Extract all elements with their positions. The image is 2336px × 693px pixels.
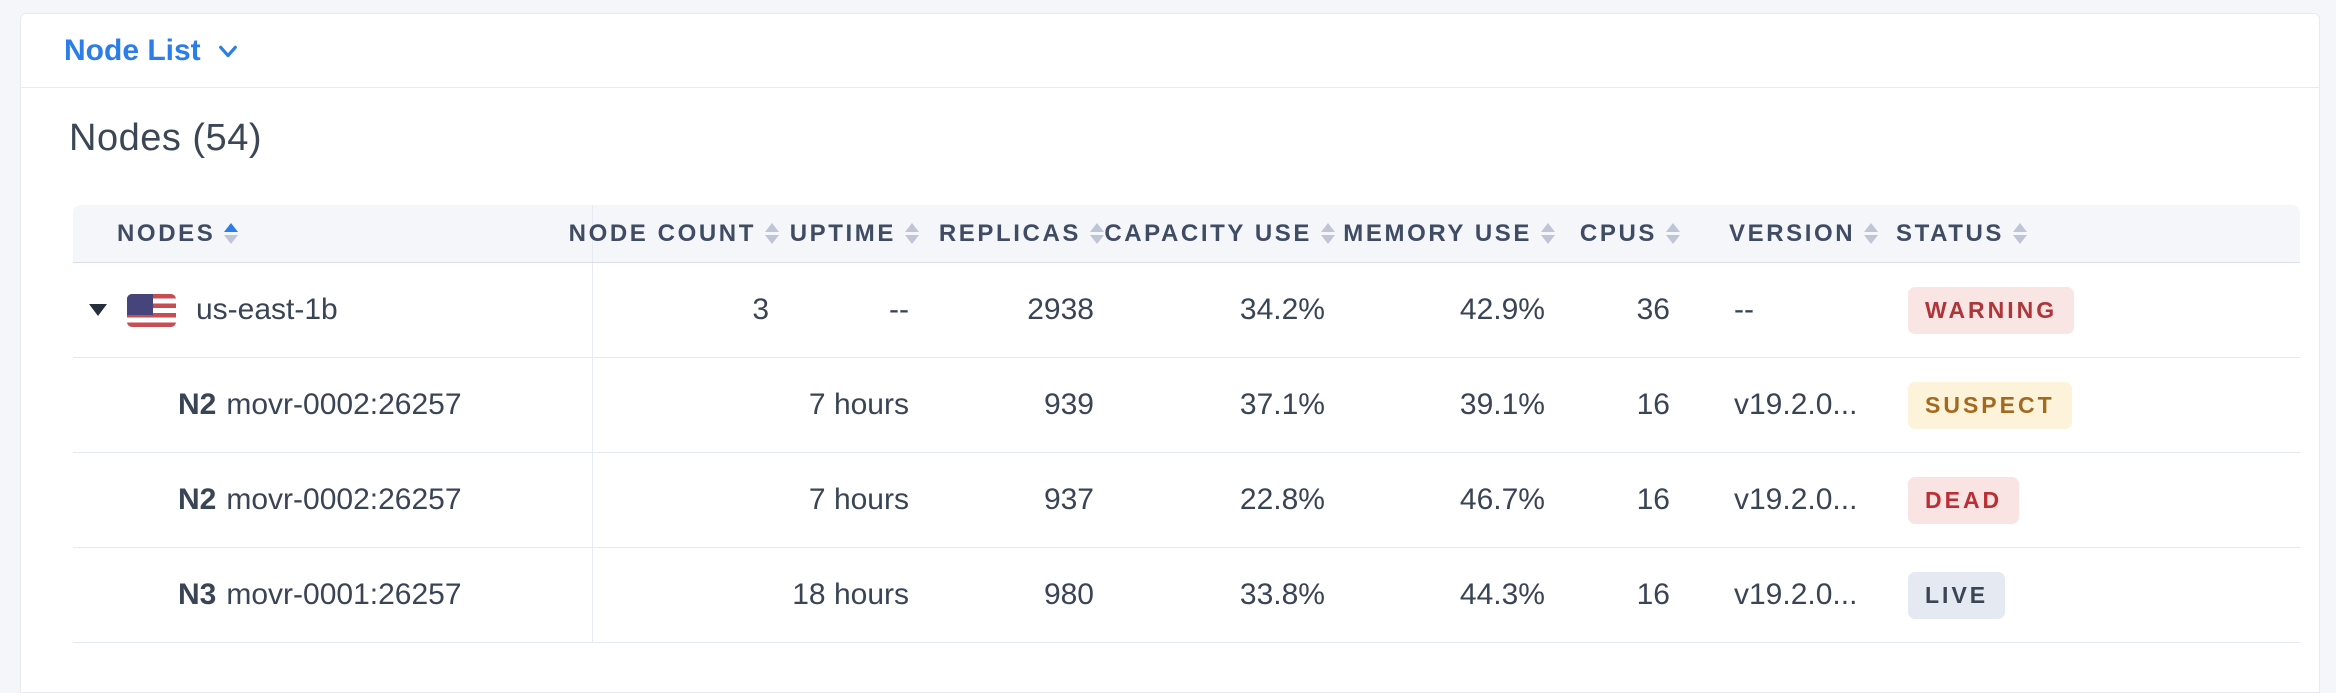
sort-icon: [224, 223, 239, 244]
header-cell-version[interactable]: VERSION: [1692, 205, 1879, 262]
status-badge: WARNING: [1908, 286, 2075, 334]
header-label: STATUS: [1896, 219, 2005, 247]
header-cell-replicas[interactable]: REPLICAS: [931, 205, 1116, 262]
node-address: movr-0002:26257: [226, 483, 462, 516]
cell-status: SUSPECT: [1861, 358, 2300, 452]
cell-node-count: [593, 453, 791, 547]
header-label: CAPACITY USE: [1104, 219, 1312, 247]
cell-memory-use: 44.3%: [1459, 578, 1545, 611]
header-label: VERSION: [1729, 219, 1856, 247]
cell-nodes: N2 movr-0002:26257: [73, 453, 593, 547]
cell-nodes: N2 movr-0002:26257: [73, 358, 593, 452]
cell-cpus: 16: [1636, 388, 1670, 421]
cell-capacity-use: 37.1%: [1239, 388, 1325, 421]
header-label: NODES: [117, 219, 216, 247]
view-selector-dropdown[interactable]: Node List: [64, 34, 239, 68]
table-row-region[interactable]: us-east-1b 3 -- 2938 34.2% 42.9% 36 -- W…: [73, 263, 2300, 358]
us-flag-icon: [127, 293, 176, 327]
header-cell-uptime[interactable]: UPTIME: [789, 205, 931, 262]
chevron-down-icon: [218, 45, 237, 57]
cell-nodes: us-east-1b: [73, 263, 593, 357]
table-header-row: NODES NODE COUNT UPTIME REPLICAS CAPACIT…: [73, 205, 2300, 263]
cell-capacity-use: 22.8%: [1239, 483, 1325, 516]
header-cell-status[interactable]: STATUS: [1861, 205, 2300, 262]
node-address: movr-0002:26257: [226, 388, 462, 421]
cell-capacity-use: 33.8%: [1239, 578, 1325, 611]
sort-icon: [765, 223, 779, 244]
cell-node-count: [593, 358, 791, 452]
header-cell-nodes[interactable]: NODES: [73, 205, 593, 262]
cell-cpus: 16: [1636, 578, 1670, 611]
sort-icon: [2013, 223, 2028, 244]
nodes-table: NODES NODE COUNT UPTIME REPLICAS CAPACIT…: [73, 205, 2300, 643]
header-label: CPUS: [1579, 219, 1657, 247]
collapse-caret-icon[interactable]: [89, 304, 107, 316]
cell-version: v19.2.0...: [1734, 483, 1858, 516]
cell-cpus: 16: [1636, 483, 1670, 516]
sort-icon: [1090, 223, 1104, 244]
status-badge: SUSPECT: [1908, 381, 2072, 429]
sort-icon: [1864, 223, 1879, 244]
sort-icon: [1666, 223, 1680, 244]
status-badge: LIVE: [1908, 571, 2006, 619]
cell-replicas: 939: [1043, 388, 1094, 421]
status-badge: DEAD: [1908, 476, 2020, 524]
header-cell-cpus[interactable]: CPUS: [1567, 205, 1692, 262]
cell-cpus: 36: [1636, 293, 1670, 326]
cell-uptime: 18 hours: [792, 578, 909, 611]
node-id: N2: [178, 483, 217, 516]
cell-nodes: N3 movr-0001:26257: [73, 548, 593, 642]
node-address: movr-0001:26257: [226, 578, 462, 611]
page-title: Nodes (54): [69, 117, 262, 159]
table-row-node[interactable]: N3 movr-0001:26257 18 hours 980 33.8% 44…: [73, 548, 2300, 643]
cell-node-count: 3: [752, 293, 769, 326]
sort-icon: [1541, 223, 1555, 244]
cell-replicas: 937: [1043, 483, 1094, 516]
cell-status: WARNING: [1861, 263, 2300, 357]
cell-memory-use: 42.9%: [1459, 293, 1545, 326]
node-id: N3: [178, 578, 217, 611]
cell-status: LIVE: [1861, 548, 2300, 642]
cell-memory-use: 46.7%: [1459, 483, 1545, 516]
sort-icon: [905, 223, 919, 244]
header-cell-memory-use[interactable]: MEMORY USE: [1343, 205, 1567, 262]
cell-uptime: 7 hours: [808, 388, 909, 421]
header-label: MEMORY USE: [1343, 219, 1532, 247]
header-label: UPTIME: [789, 219, 896, 247]
node-id: N2: [178, 388, 217, 421]
cell-version: v19.2.0...: [1734, 578, 1858, 611]
cell-node-count: [593, 548, 791, 642]
view-selector-label: Node List: [64, 33, 201, 67]
cell-status: DEAD: [1861, 453, 2300, 547]
cell-uptime: --: [889, 293, 909, 326]
cell-version: --: [1734, 293, 1754, 326]
view-selector-strip: Node List: [21, 14, 2319, 88]
header-cell-node-count[interactable]: NODE COUNT: [569, 205, 791, 262]
cell-version: v19.2.0...: [1734, 388, 1858, 421]
sort-icon: [1321, 223, 1335, 244]
header-label: REPLICAS: [938, 219, 1081, 247]
region-name: us-east-1b: [196, 293, 338, 326]
cell-uptime: 7 hours: [808, 483, 909, 516]
node-list-card: Node List Nodes (54) NODES NODE COUNT UP…: [20, 13, 2320, 693]
cell-replicas: 980: [1043, 578, 1094, 611]
cell-memory-use: 39.1%: [1459, 388, 1545, 421]
table-row-node[interactable]: N2 movr-0002:26257 7 hours 939 37.1% 39.…: [73, 358, 2300, 453]
cell-capacity-use: 34.2%: [1239, 293, 1325, 326]
table-row-node[interactable]: N2 movr-0002:26257 7 hours 937 22.8% 46.…: [73, 453, 2300, 548]
header-label: NODE COUNT: [568, 219, 756, 247]
cell-replicas: 2938: [1027, 293, 1094, 326]
header-cell-capacity-use[interactable]: CAPACITY USE: [1104, 205, 1347, 262]
